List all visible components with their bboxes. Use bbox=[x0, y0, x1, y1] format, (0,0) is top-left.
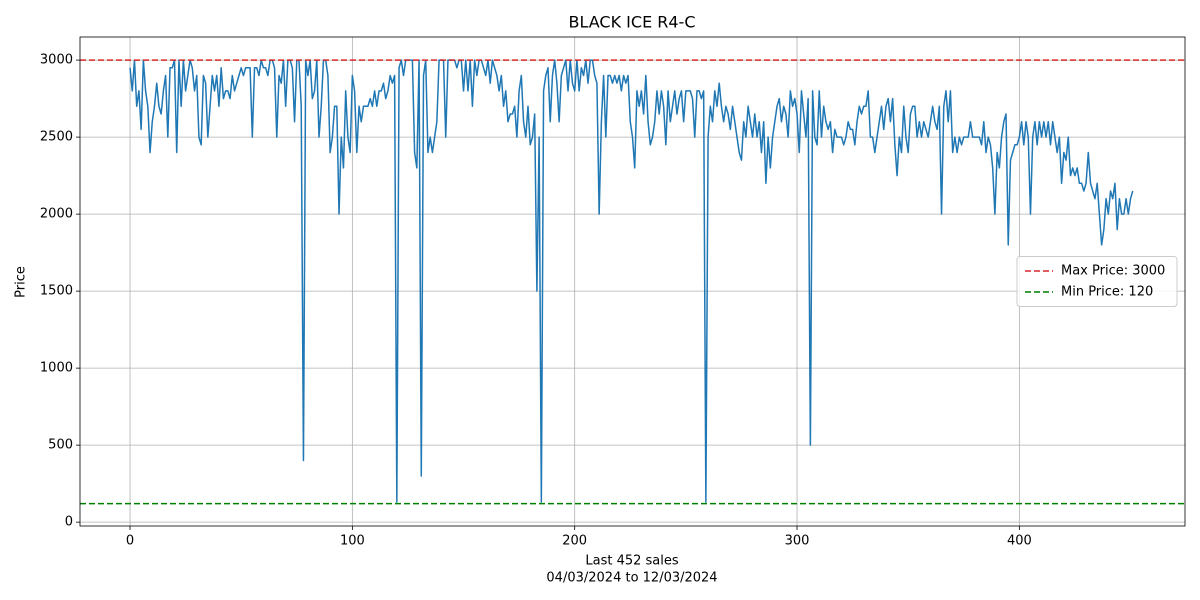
y-tick-label: 1000 bbox=[40, 361, 73, 376]
price-line bbox=[129, 59, 1134, 503]
y-tick-label: 500 bbox=[48, 438, 73, 453]
legend: Max Price: 3000 Min Price: 120 bbox=[1016, 256, 1178, 307]
legend-label: Min Price: 120 bbox=[1061, 285, 1153, 300]
legend-label: Max Price: 3000 bbox=[1061, 264, 1165, 279]
x-tick-label: 200 bbox=[562, 534, 587, 549]
x-axis-label: 04/03/2024 to 12/03/2024 bbox=[546, 571, 717, 586]
x-tick-label: 100 bbox=[340, 534, 365, 549]
y-tick-label: 2500 bbox=[40, 130, 73, 145]
chart-title: BLACK ICE R4-C bbox=[569, 13, 696, 32]
y-tick-label: 0 bbox=[65, 515, 73, 530]
x-tick-label: 300 bbox=[785, 534, 810, 549]
x-tick-label: 400 bbox=[1007, 534, 1032, 549]
legend-box bbox=[1016, 256, 1178, 307]
y-tick-label: 3000 bbox=[40, 53, 73, 68]
y-axis-label: Price bbox=[14, 266, 29, 298]
x-axis-label: Last 452 sales bbox=[585, 554, 679, 569]
y-tick-label: 1500 bbox=[40, 284, 73, 299]
x-tick-label: 0 bbox=[126, 534, 134, 549]
plot-frame bbox=[79, 36, 1186, 527]
y-tick-label: 2000 bbox=[40, 207, 73, 222]
